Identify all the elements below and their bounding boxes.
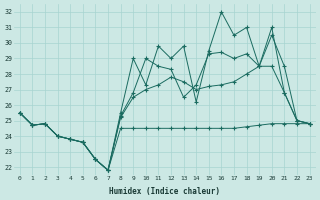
X-axis label: Humidex (Indice chaleur): Humidex (Indice chaleur) bbox=[109, 187, 220, 196]
